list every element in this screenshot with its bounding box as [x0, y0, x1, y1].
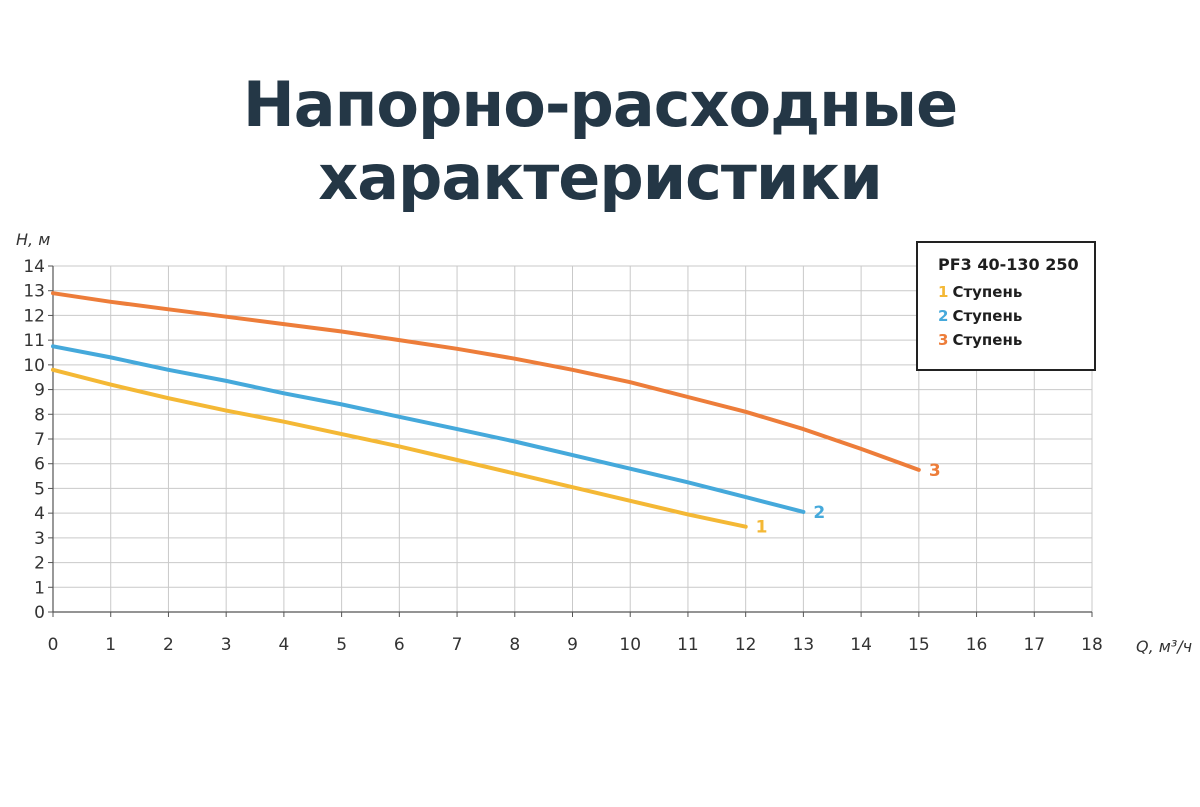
y-tick-label: 3: [34, 529, 45, 549]
chart-series: [51, 291, 921, 529]
y-tick-label: 2: [34, 554, 45, 574]
page-title: Напорно-расходные характеристики: [242, 68, 958, 214]
x-tick-label: 1: [105, 635, 116, 655]
series-end-label-1: 1: [756, 518, 768, 538]
legend-number-3: 3: [938, 331, 949, 349]
y-tick-label: 11: [23, 331, 45, 351]
legend-title: PF3 40-130 250: [938, 255, 1079, 274]
y-tick-label: 7: [34, 430, 45, 450]
legend-label-2: Ступень: [952, 307, 1023, 325]
y-tick-label: 5: [34, 479, 45, 499]
x-tick-label: 10: [619, 635, 641, 655]
series-end-label-3: 3: [929, 461, 941, 481]
x-tick-label: 8: [509, 635, 520, 655]
legend-label-3: Ступень: [952, 331, 1023, 349]
y-tick-label: 0: [34, 603, 45, 623]
y-axis-title: H, м: [16, 230, 50, 249]
legend-number-2: 2: [938, 307, 949, 325]
series-end-labels: 1 2 3: [756, 461, 941, 538]
x-tick-label: 16: [966, 635, 988, 655]
series-line-1: [51, 367, 748, 529]
series-end-label-2: 2: [813, 503, 825, 523]
x-tick-label: 13: [793, 635, 815, 655]
y-tick-label: 10: [23, 356, 45, 376]
x-tick-label: 11: [677, 635, 699, 655]
y-tick-label: 8: [34, 405, 45, 425]
x-tick-label: 5: [336, 635, 347, 655]
x-tick-label: 0: [48, 635, 59, 655]
x-tick-label: 4: [278, 635, 289, 655]
x-tick-label: 7: [452, 635, 463, 655]
x-tick-label: 12: [735, 635, 757, 655]
x-tick-labels: 0 1 2 3 4 5 6 7 8 9 10 11 12 13 14 15 16 17 18: [48, 635, 1103, 655]
y-tick-label: 9: [34, 381, 45, 401]
x-tick-label: 3: [221, 635, 232, 655]
x-tick-label: 17: [1023, 635, 1045, 655]
series-line-2: [51, 344, 806, 514]
chart-axes: [48, 265, 1093, 617]
x-tick-label: 14: [850, 635, 872, 655]
legend: PF3 40-130 250 1 Ступень 2 Ступень 3 Ступен…: [916, 241, 1096, 371]
chart-grid: [52, 265, 1093, 613]
legend-item-3: 3 Ступень: [938, 328, 1094, 352]
x-tick-label: 6: [394, 635, 405, 655]
legend-number-1: 1: [938, 283, 949, 301]
legend-label-1: Ступень: [952, 283, 1023, 301]
series-line-3: [51, 291, 921, 472]
x-tick-label: 9: [567, 635, 578, 655]
y-tick-label: 4: [34, 504, 45, 524]
x-axis-title: Q, м³/ч: [1136, 637, 1192, 656]
y-tick-label: 13: [23, 282, 45, 302]
y-tick-label: 6: [34, 455, 45, 475]
y-tick-label: 1: [34, 578, 45, 598]
x-tick-label: 15: [908, 635, 930, 655]
x-tick-label: 18: [1081, 635, 1103, 655]
legend-item-2: 2 Ступень: [938, 304, 1094, 328]
y-tick-label: 14: [23, 257, 45, 277]
legend-item-1: 1 Ступень: [938, 280, 1094, 304]
y-tick-label: 12: [23, 306, 45, 326]
x-tick-label: 2: [163, 635, 174, 655]
